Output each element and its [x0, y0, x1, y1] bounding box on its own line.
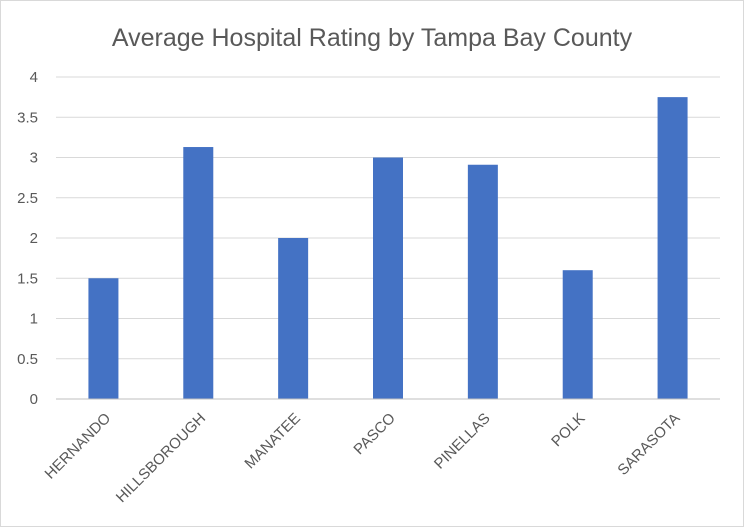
y-tick-label: 1 — [30, 311, 38, 328]
y-tick-label: 2 — [30, 230, 38, 247]
x-category-label: POLK — [548, 410, 588, 450]
y-tick-label: 2.5 — [17, 190, 38, 207]
bar-sarasota — [657, 97, 688, 399]
bar-pinellas — [467, 164, 498, 399]
y-tick-label: 4 — [30, 69, 38, 86]
bar-manatee — [278, 238, 309, 399]
bar-pasco — [373, 157, 403, 399]
x-category-label: MANATEE — [241, 410, 304, 473]
bars — [88, 97, 688, 399]
bar-hernando — [88, 278, 119, 399]
y-tick-label: 0 — [30, 391, 38, 408]
bar-hillsborough — [183, 147, 214, 399]
x-category-label: SARASOTA — [614, 410, 683, 479]
x-category-label: PINELLAS — [431, 410, 494, 473]
y-tick-label: 3.5 — [17, 109, 38, 126]
x-category-label: PASCO — [350, 410, 398, 458]
x-category-label: HERNANDO — [42, 410, 115, 483]
chart-title: Average Hospital Rating by Tampa Bay Cou… — [112, 24, 633, 52]
y-tick-label: 3 — [30, 150, 38, 167]
y-tick-label: 1.5 — [17, 270, 38, 287]
x-category-label: HILLSBOROUGH — [113, 410, 209, 506]
bar-polk — [562, 270, 593, 399]
y-axis-tick-labels: 0 0.5 1 1.5 2 2.5 3 3.5 4 — [17, 69, 38, 408]
y-tick-label: 0.5 — [17, 351, 38, 368]
